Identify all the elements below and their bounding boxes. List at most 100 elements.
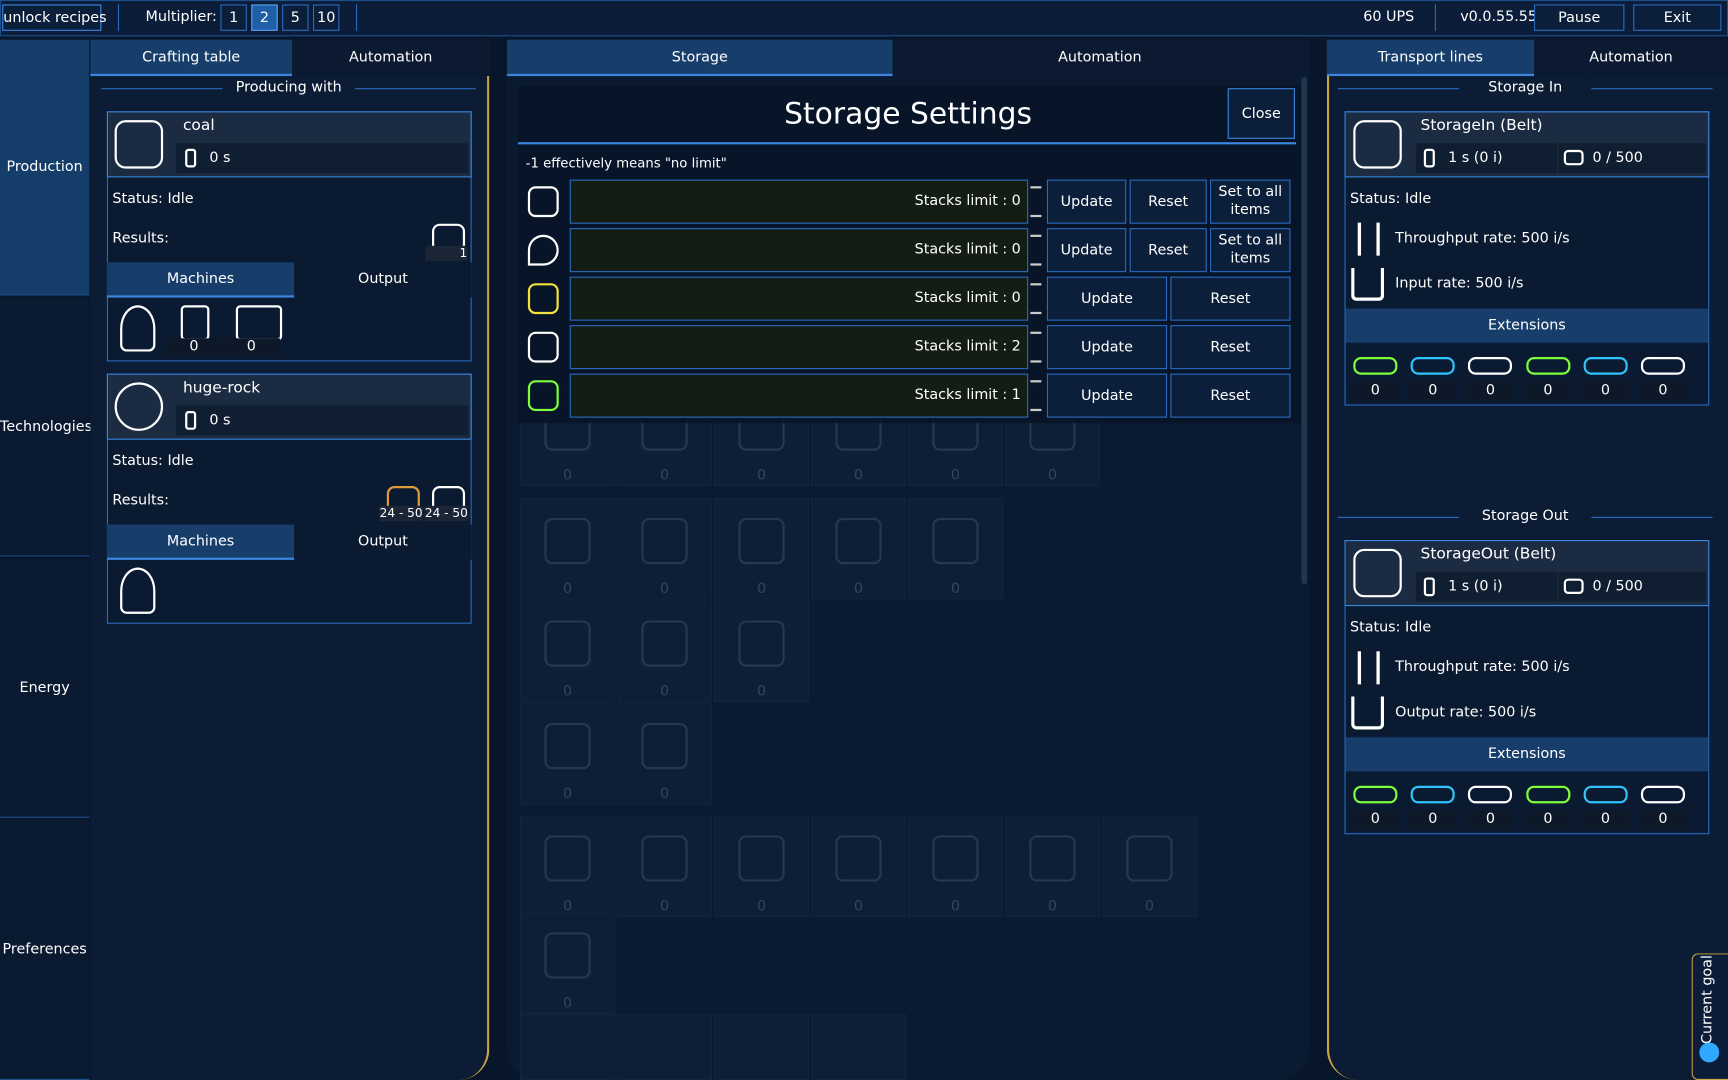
storage-cell-icon [1126, 835, 1173, 882]
machine-icon [180, 305, 210, 341]
storage-cell [617, 1013, 712, 1080]
dialog-note: -1 effectively means "no limit" [525, 155, 727, 171]
spinner[interactable] [1030, 331, 1042, 363]
storage-cell [617, 815, 712, 917]
spinner[interactable] [1030, 283, 1042, 315]
hourglass-icon [185, 411, 197, 430]
stacks-field [569, 228, 1029, 273]
spinner[interactable] [1030, 186, 1042, 218]
tab[interactable]: Automation [1534, 39, 1728, 77]
storage-cell [617, 600, 712, 702]
extension-count: 0 [1351, 809, 1400, 830]
storage-cell [811, 1013, 906, 1080]
extension-icon [1583, 357, 1628, 375]
sidebar-item[interactable]: Production [0, 39, 90, 296]
storage-count: 0 [562, 785, 573, 803]
storage-count: 0 [950, 580, 961, 598]
spinner[interactable] [1030, 234, 1042, 266]
sidebar-item[interactable]: Energy [0, 558, 90, 818]
storage-cell-icon [641, 620, 688, 667]
extension-count: 0 [1408, 381, 1458, 402]
storage-button[interactable]: Update [1046, 325, 1168, 370]
tab[interactable]: Transport lines [1326, 39, 1535, 77]
rate-icon [1351, 267, 1385, 301]
storage-count: 0 [562, 580, 573, 598]
extension-icon [1353, 357, 1398, 375]
storage-cell [1005, 815, 1100, 917]
tab[interactable]: Storage [506, 39, 893, 77]
section-heading: Storage Out [1459, 505, 1592, 528]
stacks-field [569, 179, 1029, 224]
extension-count: 0 [1408, 809, 1458, 830]
machines-tab[interactable]: Machines [106, 262, 295, 298]
storage-cell [1102, 815, 1197, 917]
stacks-label: Stacks limit : [914, 338, 1008, 355]
close-button[interactable]: Close [1227, 88, 1295, 139]
output-tab[interactable]: Output [294, 524, 472, 560]
multiplier-button[interactable]: 5 [282, 4, 309, 31]
spinner[interactable] [1030, 380, 1042, 412]
storage-count: 0 [1047, 898, 1058, 915]
exit-button[interactable]: Exit [1633, 4, 1722, 31]
multiplier-button[interactable]: 2 [251, 4, 278, 31]
recipe-icon [114, 382, 164, 431]
storage-button[interactable]: Set to all items [1210, 228, 1291, 273]
multiplier-button[interactable]: 10 [312, 4, 340, 31]
storage-button[interactable]: Reset [1170, 373, 1291, 418]
extension-icon [1410, 357, 1455, 375]
storage-button[interactable]: Update [1046, 373, 1168, 418]
extension-icon [1640, 357, 1686, 375]
storage-count: 0 [659, 898, 670, 915]
storage-count: 0 [659, 467, 670, 484]
extension-icon [1468, 357, 1513, 375]
storage-cell-icon [738, 835, 785, 882]
dialog-title: Storage Settings [784, 96, 1033, 132]
rate: Output rate: 500 i/s [1395, 704, 1537, 721]
output-tab[interactable]: Output [294, 262, 472, 298]
throughput: Throughput rate: 500 i/s [1395, 659, 1570, 676]
storage-cell [520, 912, 615, 1014]
stack-icon [1563, 578, 1584, 594]
unlock-button[interactable]: unlock recipes [2, 4, 107, 31]
item-icon [527, 283, 559, 315]
storage-count: 0 [950, 467, 961, 484]
machines-tab[interactable]: Machines [106, 524, 295, 560]
section-heading: Producing with [222, 77, 355, 100]
stacks-field [569, 373, 1029, 418]
storage-cell [714, 498, 809, 600]
storage-button[interactable]: Reset [1129, 228, 1207, 273]
storage-button[interactable]: Set to all items [1210, 179, 1291, 224]
sidebar-item[interactable]: Technologies [0, 297, 92, 557]
tab[interactable]: Automation [292, 39, 490, 77]
sidebar-item[interactable]: Preferences [0, 819, 90, 1080]
multiplier-button[interactable]: 1 [220, 4, 247, 31]
extension-icon [1353, 785, 1398, 804]
time: 0 s [209, 412, 231, 429]
storage-button[interactable]: Reset [1170, 325, 1291, 370]
storage-count: 0 [756, 580, 767, 598]
machine-icon [235, 305, 283, 341]
extension-count: 0 [1638, 381, 1688, 402]
storage-cell-icon [835, 517, 882, 565]
storage-button[interactable]: Update [1046, 179, 1127, 224]
storage-button[interactable]: Update [1046, 228, 1127, 273]
storage-cell-icon [738, 620, 785, 667]
recipe-icon [114, 120, 164, 169]
rate-icon [1351, 696, 1385, 730]
storage-button[interactable]: Reset [1129, 179, 1207, 224]
divider [117, 4, 120, 31]
stacks-field [569, 325, 1029, 370]
storage-button[interactable]: Update [1046, 276, 1168, 321]
storage-cell [520, 1013, 615, 1080]
pause-button[interactable]: Pause [1534, 4, 1625, 31]
storage-button[interactable]: Reset [1170, 276, 1291, 321]
storage-cell-icon [641, 517, 688, 565]
stacks-value: 0 [1011, 192, 1021, 210]
storage-cell [908, 498, 1003, 600]
hourglass-icon [185, 148, 197, 168]
storage-name: StorageOut (Belt) [1420, 545, 1557, 564]
tab[interactable]: Automation [892, 39, 1308, 77]
tab[interactable]: Crafting table [90, 39, 293, 77]
item-icon [527, 186, 559, 218]
stacks-label: Stacks limit : [914, 289, 1008, 307]
